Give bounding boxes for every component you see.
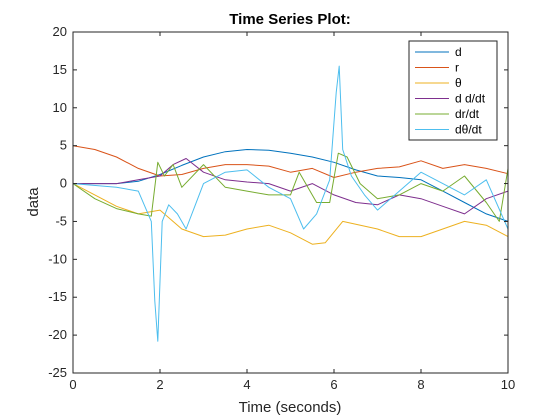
series-line-3 [72, 183, 509, 245]
series-line-4 [73, 158, 509, 215]
y-tick-label: 0 [60, 176, 67, 191]
x-axis-label: Time (seconds) [239, 399, 342, 416]
axes-box [72, 31, 509, 374]
series-line-2 [72, 145, 509, 178]
y-tick-label: 10 [53, 100, 67, 115]
x-tick-label: 4 [243, 377, 250, 392]
legend-label: r [455, 61, 459, 75]
y-tick-label: 20 [53, 24, 67, 39]
legend-label: d d/dt [455, 92, 486, 106]
y-tick-label: -5 [55, 213, 67, 228]
y-axis-label: data [25, 187, 42, 217]
y-tick-label: -15 [48, 289, 67, 304]
legend-label: dr/dt [455, 107, 480, 121]
x-tick-label: 2 [156, 377, 163, 392]
y-tick-label: -25 [48, 365, 67, 380]
y-tick-label: -10 [48, 251, 67, 266]
y-tick-label: 5 [60, 138, 67, 153]
legend-label: θ [455, 76, 462, 90]
x-tick-label: 8 [417, 377, 424, 392]
y-tick-label: 15 [53, 62, 67, 77]
chart-title: Time Series Plot: [229, 11, 350, 28]
series-line-5 [72, 152, 509, 222]
legend-label: d [455, 45, 462, 59]
legend-label: dθ/dt [455, 123, 482, 137]
y-tick-label: -20 [48, 327, 67, 342]
series-line-6 [72, 65, 509, 342]
x-tick-label: 6 [330, 377, 337, 392]
x-tick-label: 10 [501, 377, 515, 392]
series-group [72, 65, 509, 342]
axes: 0 2 4 6 8 10 -25 -20 -15 -10 -5 0 5 10 15 20 [48, 24, 515, 392]
x-tick-label: 0 [69, 377, 76, 392]
legend-box [408, 40, 498, 141]
